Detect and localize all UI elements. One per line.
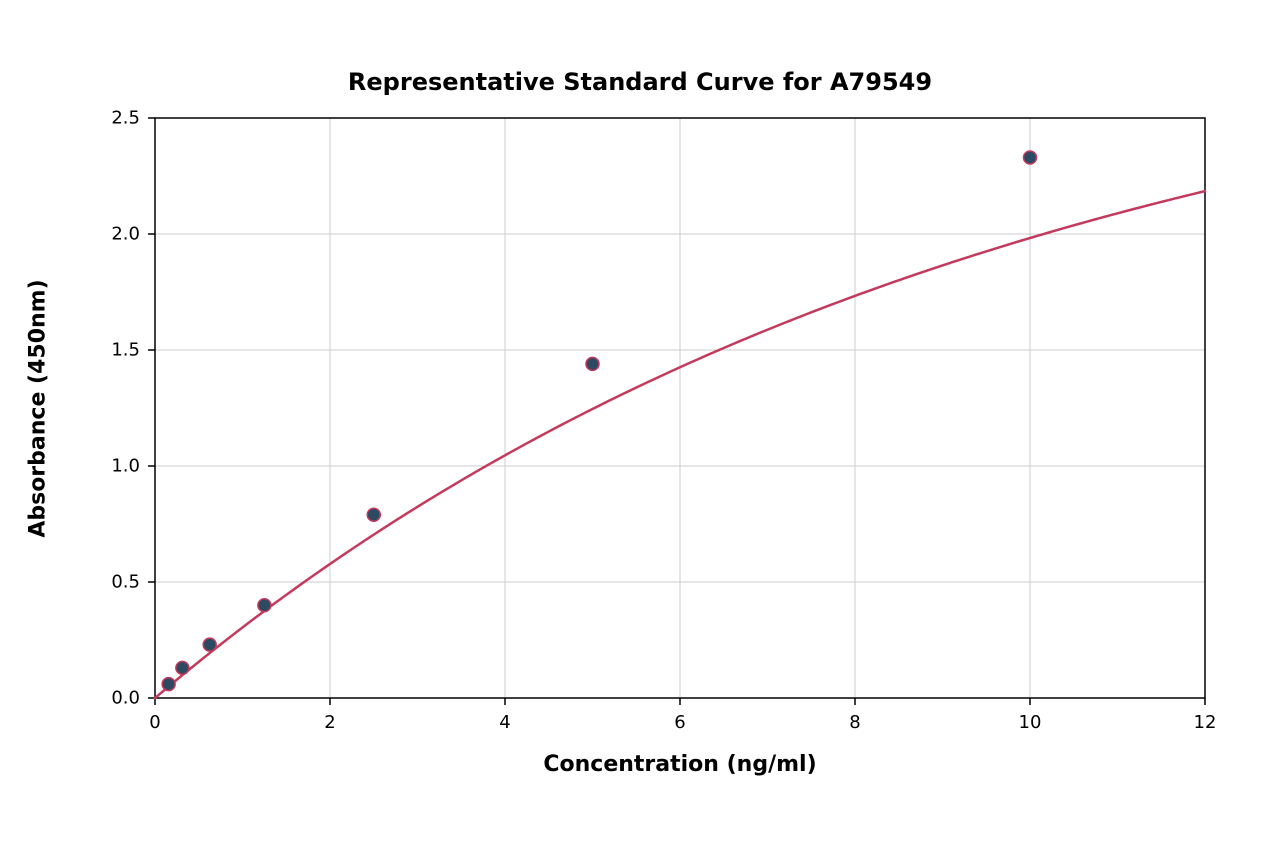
data-point xyxy=(1024,151,1037,164)
ytick-label: 0.5 xyxy=(90,572,140,593)
data-point xyxy=(162,678,175,691)
xtick-label: 12 xyxy=(1194,712,1217,733)
ytick-label: 1.5 xyxy=(90,340,140,361)
data-point xyxy=(258,599,271,612)
ytick-label: 2.0 xyxy=(90,224,140,245)
ytick-label: 2.5 xyxy=(90,108,140,129)
data-point xyxy=(176,661,189,674)
xtick-label: 6 xyxy=(674,712,685,733)
xtick-label: 2 xyxy=(324,712,335,733)
x-axis-label: Concentration (ng/ml) xyxy=(155,752,1205,777)
ytick-label: 1.0 xyxy=(90,456,140,477)
y-axis-label: Absorbance (450nm) xyxy=(26,119,51,699)
plot-area xyxy=(145,108,1215,708)
figure: Representative Standard Curve for A79549… xyxy=(0,0,1280,845)
xtick-label: 10 xyxy=(1019,712,1042,733)
data-point xyxy=(367,508,380,521)
xtick-label: 4 xyxy=(499,712,510,733)
chart-title: Representative Standard Curve for A79549 xyxy=(0,68,1280,96)
xtick-label: 8 xyxy=(849,712,860,733)
ytick-label: 0.0 xyxy=(90,688,140,709)
data-point xyxy=(203,638,216,651)
data-point xyxy=(586,357,599,370)
xtick-label: 0 xyxy=(149,712,160,733)
